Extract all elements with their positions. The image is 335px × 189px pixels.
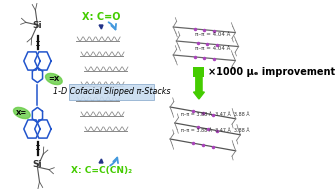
Ellipse shape bbox=[46, 73, 62, 85]
Text: 1-D Cofacial Slipped π-Stacks: 1-D Cofacial Slipped π-Stacks bbox=[53, 88, 170, 97]
FancyArrowPatch shape bbox=[109, 22, 116, 29]
FancyBboxPatch shape bbox=[194, 67, 204, 77]
Text: X=: X= bbox=[16, 110, 27, 116]
Text: Si: Si bbox=[32, 160, 42, 169]
Polygon shape bbox=[99, 25, 103, 29]
Text: X: C=O: X: C=O bbox=[82, 12, 121, 22]
FancyBboxPatch shape bbox=[69, 84, 154, 100]
Polygon shape bbox=[99, 159, 103, 163]
Text: ×1000 μₑ improvement: ×1000 μₑ improvement bbox=[207, 67, 335, 77]
FancyArrow shape bbox=[194, 77, 204, 99]
FancyArrowPatch shape bbox=[110, 158, 118, 166]
Text: π–π = 3.88 Å  3.47 Å  3.88 Å: π–π = 3.88 Å 3.47 Å 3.88 Å bbox=[181, 129, 250, 133]
Text: π–π = 3.88 Å  3.47 Å  3.88 Å: π–π = 3.88 Å 3.47 Å 3.88 Å bbox=[181, 112, 250, 118]
Text: Si: Si bbox=[32, 21, 42, 30]
Text: X: C=C(CN)₂: X: C=C(CN)₂ bbox=[71, 167, 132, 176]
Text: π–π = 4.04 Å: π–π = 4.04 Å bbox=[195, 32, 230, 36]
Text: =X: =X bbox=[48, 76, 59, 82]
Text: π–π = 4.04 Å: π–π = 4.04 Å bbox=[195, 46, 230, 50]
Ellipse shape bbox=[13, 107, 30, 119]
